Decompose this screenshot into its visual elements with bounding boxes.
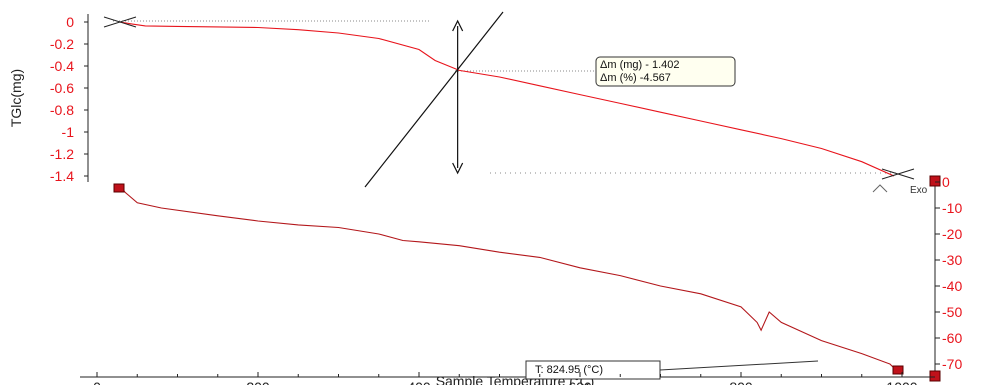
tg-y-tick-label: -1 (62, 124, 75, 140)
hf-y-tick-label: -20 (942, 226, 962, 242)
mass-change-percent-text: Δm (%) -4.567 (600, 72, 671, 84)
hf-y-tick-label: -70 (942, 356, 962, 372)
hf-y-tick-label: -60 (942, 330, 962, 346)
tg-step-arrow-head-down (452, 162, 464, 175)
tg-end-x-marker (881, 168, 915, 180)
temperature-leader (659, 360, 819, 371)
tg-tangent-line (364, 11, 504, 188)
hf-y-tick-label: -10 (942, 200, 962, 216)
exo-label: Exo (910, 185, 928, 196)
hf-end-marker (892, 365, 904, 375)
hf-y-tick-label: 0 (942, 174, 950, 190)
tg-start-x-marker (103, 16, 137, 28)
x-tick-label: 1000 (886, 379, 917, 385)
x-tick-label: 400 (407, 379, 431, 385)
exo-caret-icon (872, 184, 888, 193)
mass-change-mg-text: Δm (mg) - 1.402 (600, 59, 679, 71)
tg-y-tick-label: -0.4 (50, 58, 74, 74)
tg-y-axis-label: TGlc(mg) (8, 69, 24, 127)
tg-y-tick-label: -0.2 (50, 36, 74, 52)
hf-y-tick-label: -40 (942, 278, 962, 294)
hf-axis-bottom-marker (929, 370, 941, 382)
x-tick-label: 600 (568, 379, 592, 385)
tg-y-tick-label: 0 (66, 14, 74, 30)
hf-y-tick-label: -50 (942, 304, 962, 320)
hf-axis-top-marker (929, 175, 941, 187)
hf-start-marker (113, 183, 125, 193)
ticks-layer: 0 -0.2 -0.4 -0.6 -0.8 -1 -1.2 -1.4 0 -10 -20 -30 -40… (50, 14, 963, 385)
guides-layer (113, 20, 900, 174)
x-tick-label: 800 (729, 379, 753, 385)
axes-layer: TGlc(mg)HeatFlow(mW)Sample Temperature (… (8, 14, 941, 385)
tg-step-arrow-head-up (452, 19, 464, 32)
tg-y-tick-label: -1.2 (50, 146, 74, 162)
mass-change-box (595, 56, 736, 87)
tg-y-tick-label: -0.6 (50, 80, 74, 96)
temperature-text: T: 824.95 (°C) (535, 364, 603, 376)
series-layer (113, 21, 904, 375)
tg-curve (119, 21, 895, 177)
heatflow-curve (119, 184, 901, 375)
hf-y-tick-label: -30 (942, 252, 962, 268)
x-tick-label: 0 (93, 379, 101, 385)
tg-y-tick-label: -0.8 (50, 102, 74, 118)
tg-y-tick-label: -1.4 (50, 168, 74, 184)
x-tick-label: 200 (246, 379, 270, 385)
